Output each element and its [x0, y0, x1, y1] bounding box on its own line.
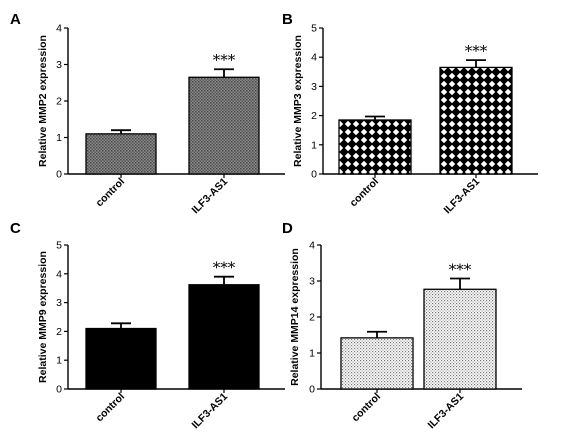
chart-panel-b: B Relative MMP3 expression 0 1 2 3 4 5 control **… [282, 11, 538, 216]
chart-panel-a: A Relative MMP2 expression 0 1 2 3 4 control ***… [10, 11, 285, 216]
bar-ilf3-as1 [439, 66, 513, 175]
significance-marker: *** [449, 260, 472, 278]
y-tick-label: 0 [311, 169, 317, 181]
chart-panel-d: D Relative MMP14 expression 0 1 2 3 4 control **… [282, 220, 522, 431]
y-tick-label: 3 [311, 81, 317, 93]
y-tick-label: 2 [309, 312, 315, 324]
y-tick-label: 2 [311, 110, 317, 122]
panel-letter: C [10, 220, 21, 237]
bar-ilf3-as1 [423, 288, 497, 390]
y-tick-label: 0 [56, 384, 62, 396]
bar-ilf3-as1 [188, 284, 260, 390]
x-tick-label: ILF3-AS1 [441, 176, 482, 217]
y-tick-label: 4 [56, 268, 62, 280]
panel-letter: D [282, 220, 293, 237]
y-tick-label: 3 [56, 297, 62, 309]
significance-marker: *** [213, 51, 236, 69]
y-tick-label: 3 [56, 59, 62, 71]
significance-marker: *** [465, 42, 488, 60]
y-axis-label: Relative MMP3 expression [292, 35, 304, 167]
bar-control [85, 327, 157, 390]
chart-panel-c: C Relative MMP9 expression 0 1 2 3 4 5 control **… [10, 220, 285, 431]
x-tick-label: control [347, 176, 381, 210]
y-tick-label: 2 [56, 96, 62, 108]
y-tick-label: 2 [56, 326, 62, 338]
x-tick-label: ILF3-AS1 [189, 176, 230, 217]
x-tick-label: ILF3-AS1 [189, 391, 230, 432]
y-tick-label: 0 [56, 169, 62, 181]
y-axis-label: Relative MMP9 expression [37, 251, 49, 383]
bar-control [338, 119, 412, 175]
y-axis-label: Relative MMP2 expression [37, 35, 49, 167]
significance-marker: *** [213, 259, 236, 277]
bar-control [85, 133, 157, 175]
bar-control [340, 337, 414, 390]
panel-letter: A [10, 11, 21, 28]
panel-letter: B [282, 11, 293, 28]
y-tick-label: 1 [311, 139, 317, 151]
y-tick-label: 1 [309, 348, 315, 360]
bar-ilf3-as1 [188, 76, 260, 175]
y-tick-label: 0 [309, 384, 315, 396]
y-tick-label: 4 [56, 23, 62, 35]
y-tick-label: 5 [311, 23, 317, 35]
y-tick-label: 3 [309, 276, 315, 288]
x-tick-label: control [93, 391, 127, 425]
y-tick-label: 4 [311, 52, 317, 64]
y-tick-label: 4 [309, 240, 315, 252]
x-tick-label: control [349, 391, 383, 425]
y-tick-label: 1 [56, 132, 62, 144]
y-tick-label: 1 [56, 355, 62, 367]
y-axis-label: Relative MMP14 expression [289, 248, 301, 386]
x-tick-label: ILF3-AS1 [425, 391, 466, 432]
y-tick-label: 5 [56, 240, 62, 252]
x-tick-label: control [93, 176, 127, 210]
